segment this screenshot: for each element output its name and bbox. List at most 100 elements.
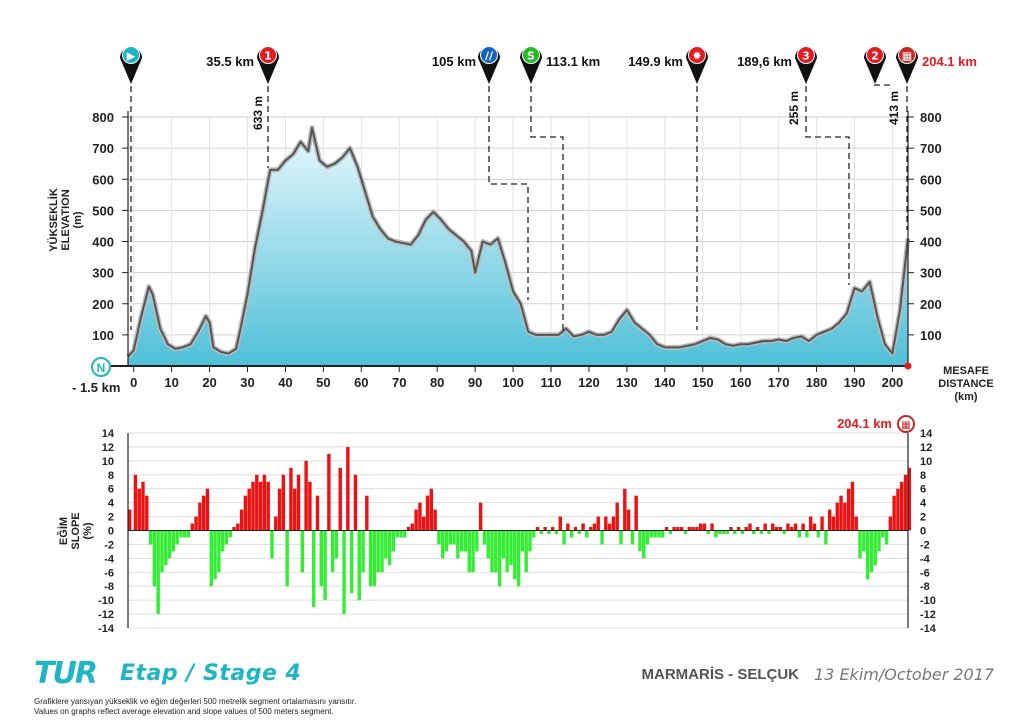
slope-bar — [152, 530, 157, 587]
start-icon-symbol: ▶ — [127, 50, 136, 63]
slope-bar — [725, 530, 729, 534]
slope-bar — [687, 527, 691, 531]
slope-bar — [812, 523, 817, 531]
elevation-y-tick-left: 400 — [92, 235, 114, 250]
elevation-x-axis-label: DISTANCE — [938, 378, 993, 390]
slope-bar — [380, 530, 384, 573]
slope-bar — [414, 509, 418, 531]
slope-y-tick-left: 10 — [102, 456, 114, 468]
tur-logo: TUR — [34, 656, 98, 691]
elevation-y-tick-right: 200 — [920, 297, 942, 312]
elevation-y-tick-left: 200 — [92, 297, 114, 312]
elevation-x-tick-label: 180 — [806, 375, 828, 390]
elevation-x-tick-label: 50 — [316, 375, 330, 390]
slope-bar — [516, 530, 521, 587]
sprint-icon-badge — [522, 46, 540, 64]
elevation-y-tick-right: 400 — [920, 235, 942, 250]
slope-bar — [463, 530, 468, 552]
slope-bar — [805, 530, 809, 538]
elevation-y-tick-left: 300 — [92, 266, 114, 281]
elevation-x-tick-label: 60 — [354, 375, 368, 390]
marker-distance-label: 189,6 km — [737, 54, 792, 69]
slope-bar — [323, 530, 327, 601]
elevation-y-axis-label: (m) — [72, 211, 84, 228]
elevation-y-tick-left: 500 — [92, 203, 114, 218]
slope-bar — [156, 530, 160, 615]
slope-bar — [186, 530, 191, 538]
slope-bar — [501, 530, 506, 559]
slope-y-axis-label: (%) — [82, 522, 94, 539]
slope-bar — [626, 509, 631, 531]
slope-bar — [611, 516, 616, 531]
elevation-y-tick-right: 700 — [920, 141, 942, 156]
slope-bar — [539, 530, 544, 534]
slope-bar — [179, 530, 183, 538]
slope-bar — [437, 530, 441, 545]
climb-2-guide-line — [874, 84, 893, 86]
slope-bar — [551, 527, 555, 531]
slope-bar — [145, 495, 149, 531]
slope-bar — [706, 530, 710, 534]
slope-bar — [311, 530, 316, 608]
slope-bar — [850, 481, 855, 531]
slope-bar — [884, 530, 889, 545]
slope-bar — [748, 523, 752, 531]
slope-bar — [368, 530, 373, 587]
elevation-y-tick-right: 600 — [920, 172, 942, 187]
start-icon: ▶ — [120, 46, 142, 84]
marker-distance-label: 204.1 km — [922, 54, 977, 69]
slope-bar — [274, 516, 278, 531]
slope-bar — [877, 530, 881, 552]
slope-bar — [520, 530, 525, 552]
slope-bar — [634, 495, 638, 531]
slope-bar — [175, 530, 179, 545]
slope-bar — [338, 467, 342, 531]
slope-bar — [585, 530, 589, 538]
slope-bar — [395, 530, 399, 538]
slope-y-tick-right: 10 — [920, 456, 932, 468]
slope-bar — [444, 530, 449, 552]
slope-bar — [482, 530, 487, 545]
climb-3-guide-line — [805, 86, 850, 285]
elevation-x-tick-label: 130 — [616, 375, 638, 390]
slope-bar — [429, 488, 434, 531]
finish-dot — [904, 362, 912, 370]
slope-bar — [653, 530, 657, 538]
slope-bar — [137, 488, 141, 531]
elevation-y-tick-left: 700 — [92, 141, 114, 156]
slope-y-tick-left: 12 — [102, 442, 114, 454]
slope-y-tick-left: 0 — [108, 526, 114, 538]
slope-y-tick-right: 14 — [920, 428, 933, 440]
slope-bar — [528, 530, 532, 552]
slope-bar — [478, 502, 483, 531]
slope-bar — [554, 530, 559, 534]
slope-bar — [873, 530, 877, 566]
slope-bar — [907, 467, 912, 531]
marker-distance-label: 35.5 km — [206, 54, 254, 69]
slope-y-tick-right: 4 — [920, 498, 927, 510]
slope-bar — [755, 527, 760, 531]
slope-y-tick-left: -8 — [104, 581, 114, 593]
slope-bar — [448, 530, 452, 545]
slope-bar — [308, 481, 312, 531]
finish-icon-symbol: ▦ — [902, 50, 912, 63]
slope-bar — [642, 530, 646, 559]
slope-bar — [475, 530, 479, 552]
climb-1-icon-badge — [259, 46, 277, 64]
slope-bar — [160, 530, 164, 573]
sprint-guide-line — [530, 86, 564, 330]
north-badge-icon — [91, 357, 111, 377]
slope-bar — [710, 523, 714, 531]
slope-bar — [490, 530, 494, 573]
slope-y-axis-label: SLOPE — [70, 512, 82, 549]
slope-bar — [384, 530, 388, 559]
slope-bar — [702, 523, 707, 531]
slope-bar — [296, 474, 301, 531]
slope-bar — [190, 523, 195, 531]
slope-bar — [387, 530, 392, 566]
slope-bar — [255, 474, 259, 531]
slope-bar — [854, 516, 858, 531]
slope-y-tick-left: -4 — [104, 553, 115, 565]
slope-bar — [816, 530, 820, 538]
slope-bar — [774, 527, 779, 531]
